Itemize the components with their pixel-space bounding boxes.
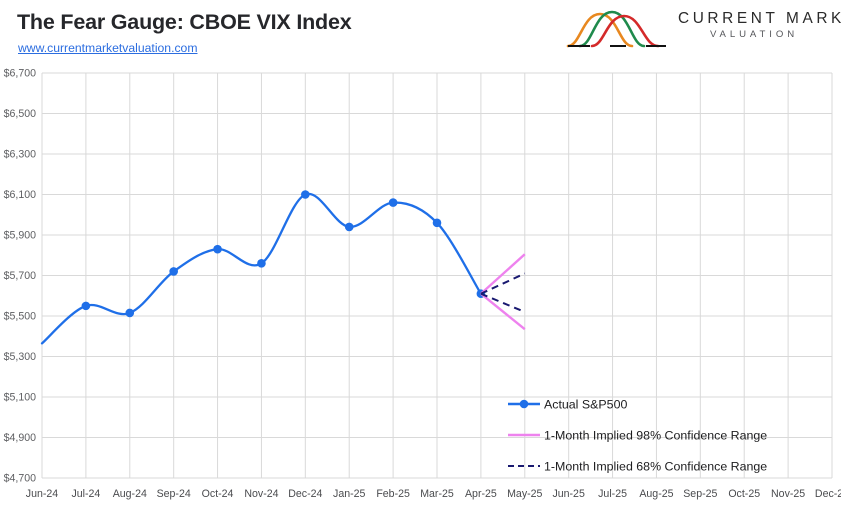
x-axis-tick-label: Dec-25 [815,488,841,500]
x-axis-tick-label: Jun-24 [26,488,58,500]
x-axis-tick-label: Mar-25 [420,488,454,500]
x-axis-tick-label: Aug-24 [113,488,147,500]
chart-container: $6,700 $6,500 $6,300 $6,100 $5,900 $5,700 $5,5… [0,62,841,517]
confidence-range-68-cone [480,272,526,313]
data-point-marker [388,198,398,207]
data-point-marker [301,190,310,199]
confidence-bound-line [480,253,526,295]
y-axis-tick-label: $6,100 [4,189,37,201]
y-axis-tick-labels: $6,700 $6,500 $6,300 $6,100 $5,900 $5,700 $5,5… [4,68,37,485]
x-axis-tick-label: May-25 [507,488,542,500]
data-point-marker [81,301,91,311]
confidence-bound-line [480,292,526,313]
x-axis-tick-label: Sep-25 [683,488,717,500]
x-axis-tick-label: Aug-25 [639,488,673,500]
y-axis-tick-label: $5,700 [4,270,37,282]
data-point-marker [344,222,354,232]
x-axis-tick-label: Jul-25 [598,488,627,500]
x-axis-tick-label: Oct-24 [202,488,234,500]
data-point-marker [169,267,178,276]
brand-name-primary: CURRENT MARKET [678,10,841,27]
confidence-bound-line [480,272,526,295]
confidence-bound-line [480,292,526,331]
x-axis-tick-label: Nov-24 [244,488,278,500]
x-axis-tick-label: Feb-25 [376,488,410,500]
x-axis-tick-label: Sep-24 [157,488,191,500]
x-axis-tick-label: Apr-25 [465,488,497,500]
brand-logo: CURRENT MARKET VALUATION [566,4,841,54]
chart-legend: Actual S&P500 1-Month Implied 98% Confide… [508,398,767,474]
y-axis-tick-label: $5,500 [4,311,37,323]
x-axis-tick-label: Jun-25 [552,488,584,500]
brand-name: CURRENT MARKET VALUATION [678,10,841,42]
legend-item-label[interactable]: 1-Month Implied 98% Confidence Range [544,429,767,443]
x-axis-tick-label: Dec-24 [288,488,322,500]
data-point-marker [432,218,442,228]
y-axis-tick-label: $6,500 [4,108,37,120]
confidence-range-98-cone [480,253,526,331]
chart-header: The Fear Gauge: CBOE VIX Index www.curre… [0,0,841,62]
x-axis-tick-label: Jul-24 [71,488,100,500]
y-axis-tick-label: $6,300 [4,149,37,161]
legend-item-label[interactable]: Actual S&P500 [544,398,627,412]
legend-swatch-marker [519,399,529,409]
y-axis-tick-label: $5,900 [4,230,37,242]
y-axis-tick-label: $6,700 [4,68,37,80]
y-axis-tick-label: $5,100 [4,392,37,404]
x-axis-tick-labels: Jun-24 Jul-24 Aug-24 Sep-24 Oct-24 Nov-24 Dec-… [26,488,841,500]
x-axis-tick-label: Oct-25 [728,488,760,500]
data-point-marker [213,244,222,254]
legend-item-label[interactable]: 1-Month Implied 68% Confidence Range [544,460,767,474]
bell-curves-icon [566,10,666,48]
x-axis-tick-label: Nov-25 [771,488,805,500]
source-link[interactable]: www.currentmarketvaluation.com [18,41,198,55]
y-axis-tick-label: $4,900 [4,432,37,444]
data-point-marker [125,308,135,318]
page-title: The Fear Gauge: CBOE VIX Index [17,10,352,34]
x-axis-tick-label: Jan-25 [333,488,365,500]
data-point-marker [257,259,266,268]
line-chart: $6,700 $6,500 $6,300 $6,100 $5,900 $5,700 $5,5… [4,68,841,500]
actual-sp500-line [40,192,483,345]
brand-name-secondary: VALUATION [709,29,799,40]
y-axis-tick-label: $5,300 [4,351,37,363]
y-axis-tick-label: $4,700 [4,473,37,485]
